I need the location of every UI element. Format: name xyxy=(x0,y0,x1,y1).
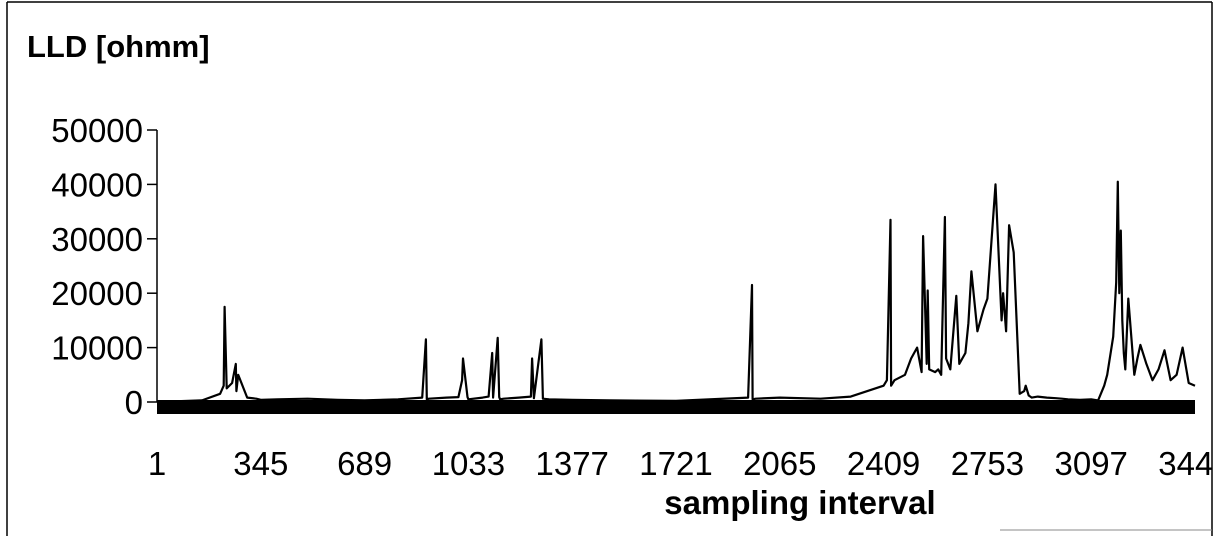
y-tick-label: 20000 xyxy=(51,275,143,312)
x-tick-label: 1 xyxy=(148,445,166,482)
y-tick-label: 30000 xyxy=(51,221,143,258)
y-tick-label: 0 xyxy=(125,384,143,421)
x-tick-label: 689 xyxy=(337,445,392,482)
x-tick-label: 3441 xyxy=(1158,445,1215,482)
y-tick-label: 40000 xyxy=(51,166,143,203)
chart-title: LLD [ohmm] xyxy=(27,29,210,64)
x-tick-label: 1377 xyxy=(535,445,608,482)
series-line-0 xyxy=(156,180,1196,404)
x-tick-label: 2753 xyxy=(951,445,1024,482)
x-tick-label: 1033 xyxy=(432,445,505,482)
y-axis: 0 10000 20000 30000 40000 50000 xyxy=(51,112,158,421)
x-axis-baseline xyxy=(157,400,1195,414)
x-tick-label: 2409 xyxy=(847,445,920,482)
y-tick-label: 50000 xyxy=(51,112,143,149)
series-layer xyxy=(156,180,1196,404)
x-tick-label: 3097 xyxy=(1054,445,1127,482)
x-tick-label: 2065 xyxy=(743,445,816,482)
x-axis: 1 345 689 1033 1377 1721 2065 2409 2753 3097 3441 xyxy=(148,400,1215,482)
x-tick-label: 345 xyxy=(233,445,288,482)
y-tick-label: 10000 xyxy=(51,330,143,367)
x-tick-label: 1721 xyxy=(639,445,712,482)
x-axis-label: sampling interval xyxy=(664,484,935,521)
